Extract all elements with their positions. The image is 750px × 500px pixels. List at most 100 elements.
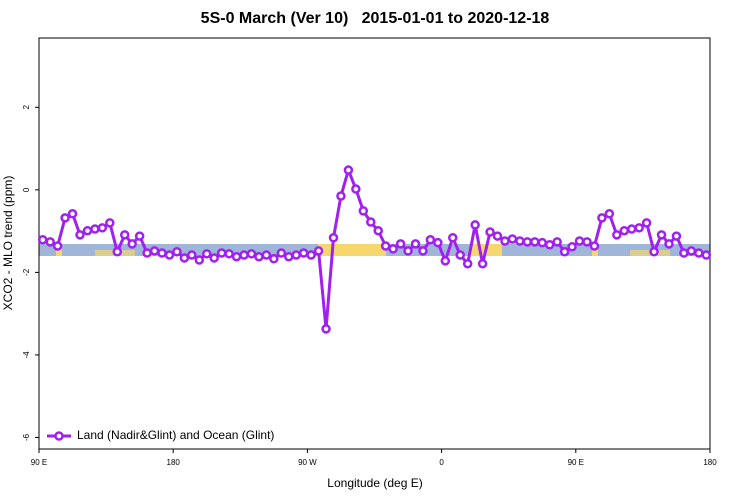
point xyxy=(37,235,48,245)
land-band xyxy=(56,247,62,256)
x-tick-label: 90 E xyxy=(31,458,47,467)
point xyxy=(515,236,525,246)
point xyxy=(246,249,257,259)
point xyxy=(604,209,615,219)
point xyxy=(582,237,592,247)
point xyxy=(567,242,577,252)
point xyxy=(455,250,465,260)
x-axis-label: Longitude (deg E) xyxy=(327,476,422,490)
point xyxy=(619,225,630,236)
legend-label: Land (Nadir&Glint) and Ocean (Glint) xyxy=(77,428,274,442)
point xyxy=(75,230,85,240)
point xyxy=(589,241,600,251)
point xyxy=(224,249,234,259)
point xyxy=(284,251,294,262)
point xyxy=(477,258,488,269)
y-tick-label: 2 xyxy=(22,105,31,110)
point xyxy=(694,248,704,258)
point xyxy=(97,223,108,233)
y-tick-label: -2 xyxy=(22,268,31,276)
point xyxy=(433,237,443,248)
point xyxy=(448,232,458,243)
point xyxy=(373,225,383,236)
point xyxy=(306,250,316,260)
land-band xyxy=(318,244,386,256)
point xyxy=(90,224,100,234)
point xyxy=(418,246,428,256)
x-tick-label: 90 W xyxy=(298,458,317,467)
point xyxy=(492,231,503,241)
point xyxy=(626,224,637,234)
point xyxy=(187,250,197,260)
point xyxy=(574,236,585,246)
point xyxy=(328,232,339,243)
point xyxy=(552,237,562,247)
point xyxy=(82,225,93,236)
y-tick-label: -6 xyxy=(22,433,31,441)
point xyxy=(202,249,212,259)
y-tick-label: -4 xyxy=(22,351,31,359)
x-tick-label: 0 xyxy=(439,458,444,467)
point xyxy=(351,184,361,194)
point xyxy=(701,250,712,260)
point xyxy=(209,253,219,263)
point xyxy=(403,246,413,256)
x-tick-label: 90 E xyxy=(568,458,584,467)
point xyxy=(67,209,78,219)
point xyxy=(388,244,398,254)
chart-title: 5S-0 March (Ver 10) 2015-01-01 to 2020-1… xyxy=(201,10,550,27)
x-tick-label: 180 xyxy=(167,458,181,467)
point xyxy=(440,256,451,266)
point xyxy=(425,235,436,245)
point xyxy=(231,251,242,262)
point xyxy=(656,230,667,240)
point xyxy=(686,246,697,256)
point xyxy=(216,248,227,258)
point xyxy=(358,206,369,216)
point xyxy=(522,237,533,247)
point xyxy=(134,231,145,241)
point xyxy=(298,248,309,258)
point xyxy=(410,239,421,249)
point xyxy=(45,237,55,247)
point xyxy=(671,231,682,241)
point xyxy=(194,255,205,265)
y-axis-label: XCO2 - MLO trend (ppm) xyxy=(1,176,15,311)
point xyxy=(142,248,152,258)
point xyxy=(172,247,182,257)
point xyxy=(269,254,279,264)
point xyxy=(52,241,63,251)
point xyxy=(157,248,167,258)
plot-frame xyxy=(38,37,711,450)
point xyxy=(537,237,547,248)
point xyxy=(239,250,249,260)
point xyxy=(149,246,160,256)
point xyxy=(336,191,346,201)
point xyxy=(366,217,376,227)
point xyxy=(634,223,644,233)
point xyxy=(261,250,272,260)
point xyxy=(313,246,324,256)
point xyxy=(597,213,607,223)
point xyxy=(276,248,287,258)
point xyxy=(164,250,175,260)
point xyxy=(112,247,123,257)
point xyxy=(500,236,510,246)
point xyxy=(485,227,495,237)
point xyxy=(559,247,570,257)
point xyxy=(380,241,391,251)
point xyxy=(679,248,689,258)
point xyxy=(664,239,674,249)
point xyxy=(254,251,264,262)
y-tick-label: 0 xyxy=(22,187,31,192)
x-tick-label: 180 xyxy=(703,458,717,467)
point xyxy=(60,213,70,223)
point xyxy=(649,247,659,257)
point xyxy=(641,218,652,228)
point xyxy=(612,230,622,240)
point xyxy=(507,234,518,244)
point xyxy=(105,218,115,228)
point xyxy=(343,165,354,175)
point xyxy=(119,230,130,240)
